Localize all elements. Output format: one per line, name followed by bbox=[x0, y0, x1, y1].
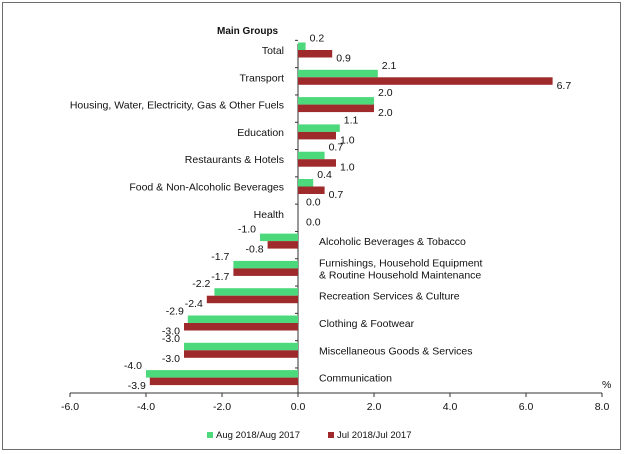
bar-aug bbox=[298, 151, 325, 160]
category-label: Housing, Water, Electricity, Gas & Other… bbox=[70, 100, 284, 112]
data-label: 1.0 bbox=[340, 134, 355, 146]
labels: 0.2 0.9 Total 2.1 6.7 Transport 2.0 2.0 Housing,… bbox=[70, 33, 572, 393]
x-tick-label: 8.0 bbox=[595, 401, 610, 413]
data-label: -3.0 bbox=[162, 353, 180, 365]
data-label: 0.2 bbox=[310, 33, 325, 45]
category-label: Health bbox=[254, 209, 285, 221]
bars bbox=[146, 42, 553, 386]
data-label: -1.7 bbox=[211, 251, 229, 263]
legend-swatch bbox=[207, 432, 213, 438]
data-label: 1.0 bbox=[340, 162, 355, 174]
bar-jul bbox=[298, 131, 336, 140]
bar-aug bbox=[233, 260, 298, 269]
bar-aug bbox=[298, 124, 340, 132]
bar-jul bbox=[298, 104, 374, 113]
bar-jul bbox=[233, 268, 298, 276]
data-label: -3.0 bbox=[162, 333, 180, 345]
category-label: Food & Non-Alcoholic Beverages bbox=[129, 182, 284, 194]
legend-swatch bbox=[328, 432, 334, 438]
data-label: -2.9 bbox=[166, 306, 184, 318]
data-label: 2.1 bbox=[382, 60, 397, 72]
category-label: Miscellaneous Goods & Services bbox=[319, 345, 473, 357]
x-tick-label: -2.0 bbox=[213, 401, 231, 413]
bar-aug bbox=[184, 342, 298, 351]
data-label: 0.0 bbox=[306, 216, 321, 228]
data-label: -0.8 bbox=[246, 244, 264, 256]
bar-aug bbox=[260, 233, 298, 242]
bar-jul bbox=[298, 77, 553, 85]
unit-label: % bbox=[602, 379, 611, 391]
bar-aug bbox=[298, 179, 314, 187]
bar-aug bbox=[187, 315, 298, 323]
data-label: -1.0 bbox=[238, 224, 256, 236]
chart-frame bbox=[2, 2, 621, 450]
x-tick-label: 0.0 bbox=[291, 401, 306, 413]
category-label: Recreation Services & Culture bbox=[319, 291, 460, 303]
bar-jul bbox=[206, 295, 298, 304]
axes: -6.0 -4.0 -2.0 0.0 2.0 4.0 6.0 8.0 bbox=[61, 39, 610, 413]
data-label: 2.0 bbox=[378, 107, 393, 119]
chart-title: Main Groups bbox=[217, 26, 279, 37]
legend-label: Aug 2018/Aug 2017 bbox=[216, 430, 300, 441]
legend: Aug 2018/Aug 2017 Jul 2018/Jul 2017 bbox=[207, 430, 411, 441]
data-label: -3.9 bbox=[128, 380, 146, 392]
data-label: -2.2 bbox=[192, 278, 210, 290]
bar-aug bbox=[298, 97, 374, 105]
category-label: Furnishings, Household Equipment bbox=[319, 257, 483, 269]
data-label: -4.0 bbox=[124, 360, 142, 372]
bar-jul bbox=[298, 186, 325, 194]
bar-aug bbox=[214, 288, 298, 296]
category-label: Clothing & Footwear bbox=[319, 318, 415, 330]
data-label: 2.0 bbox=[378, 87, 393, 99]
bar-jul bbox=[267, 241, 298, 249]
category-label: Transport bbox=[239, 72, 284, 84]
data-label: -1.7 bbox=[211, 271, 229, 283]
category-label: Total bbox=[262, 45, 284, 57]
data-label: 1.1 bbox=[344, 114, 359, 126]
data-label: 6.7 bbox=[557, 80, 572, 92]
category-label: Restaurants & Hotels bbox=[185, 154, 284, 166]
bar-aug bbox=[298, 42, 306, 50]
data-label: 0.7 bbox=[329, 142, 344, 154]
data-label: -3.0 bbox=[162, 326, 180, 338]
bar-jul bbox=[298, 50, 333, 58]
data-label: 0.4 bbox=[317, 169, 332, 181]
x-tick-label: -6.0 bbox=[61, 401, 79, 413]
bar-jul bbox=[184, 323, 298, 331]
bar-aug bbox=[298, 69, 378, 78]
data-label: -2.4 bbox=[185, 298, 203, 310]
bar-jul bbox=[298, 159, 336, 167]
bar-jul bbox=[149, 377, 298, 386]
bar-jul bbox=[184, 350, 298, 358]
category-label: Education bbox=[237, 127, 284, 139]
data-label: 0.9 bbox=[336, 53, 351, 65]
category-label: Alcoholic Beverages & Tobacco bbox=[319, 236, 466, 248]
legend-label: Jul 2018/Jul 2017 bbox=[337, 430, 411, 441]
x-tick-label: 2.0 bbox=[367, 401, 382, 413]
data-label: 0.7 bbox=[329, 189, 344, 201]
data-label: 0.0 bbox=[306, 196, 321, 208]
x-tick-label: 4.0 bbox=[443, 401, 458, 413]
x-tick-label: -4.0 bbox=[137, 401, 155, 413]
bar-aug bbox=[146, 370, 298, 378]
category-label: Communication bbox=[319, 373, 392, 385]
category-label: & Routine Household Maintenance bbox=[319, 269, 481, 281]
x-tick-label: 6.0 bbox=[519, 401, 534, 413]
